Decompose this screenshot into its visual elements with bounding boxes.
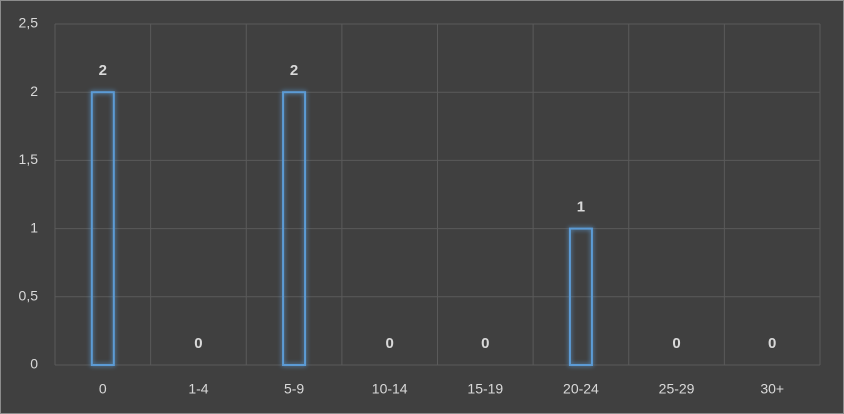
plot: 0 0,5 1 1,5 2 2,5 0 2 1-4 0 5-9 2 10-14 0 15-19 0 20-24 1… — [19, 15, 821, 397]
y-tick-label: 1 — [30, 219, 38, 235]
value-label: 1 — [577, 199, 585, 216]
value-label: 0 — [386, 335, 394, 352]
bar — [90, 91, 115, 366]
y-tick-label: 2 — [30, 83, 38, 99]
value-label: 2 — [99, 62, 107, 79]
x-tick-label: 30+ — [760, 381, 784, 397]
value-label: 0 — [672, 335, 680, 352]
y-tick-label: 0 — [30, 356, 38, 372]
value-label: 2 — [290, 62, 298, 79]
x-tick-label: 0 — [99, 381, 107, 397]
value-label: 0 — [768, 335, 776, 352]
value-label: 0 — [481, 335, 489, 352]
x-tick-label: 1-4 — [188, 381, 208, 397]
bar — [568, 227, 593, 366]
x-tick-label: 20-24 — [563, 381, 599, 397]
bar — [282, 91, 307, 366]
x-tick-label: 15-19 — [467, 381, 503, 397]
y-tick-label: 1,5 — [19, 151, 39, 167]
y-tick-label: 2,5 — [19, 15, 39, 31]
y-tick-label: 0,5 — [19, 288, 39, 304]
x-tick-label: 10-14 — [372, 381, 408, 397]
x-tick-label: 25-29 — [659, 381, 695, 397]
value-label: 0 — [194, 335, 202, 352]
x-tick-label: 5-9 — [284, 381, 304, 397]
